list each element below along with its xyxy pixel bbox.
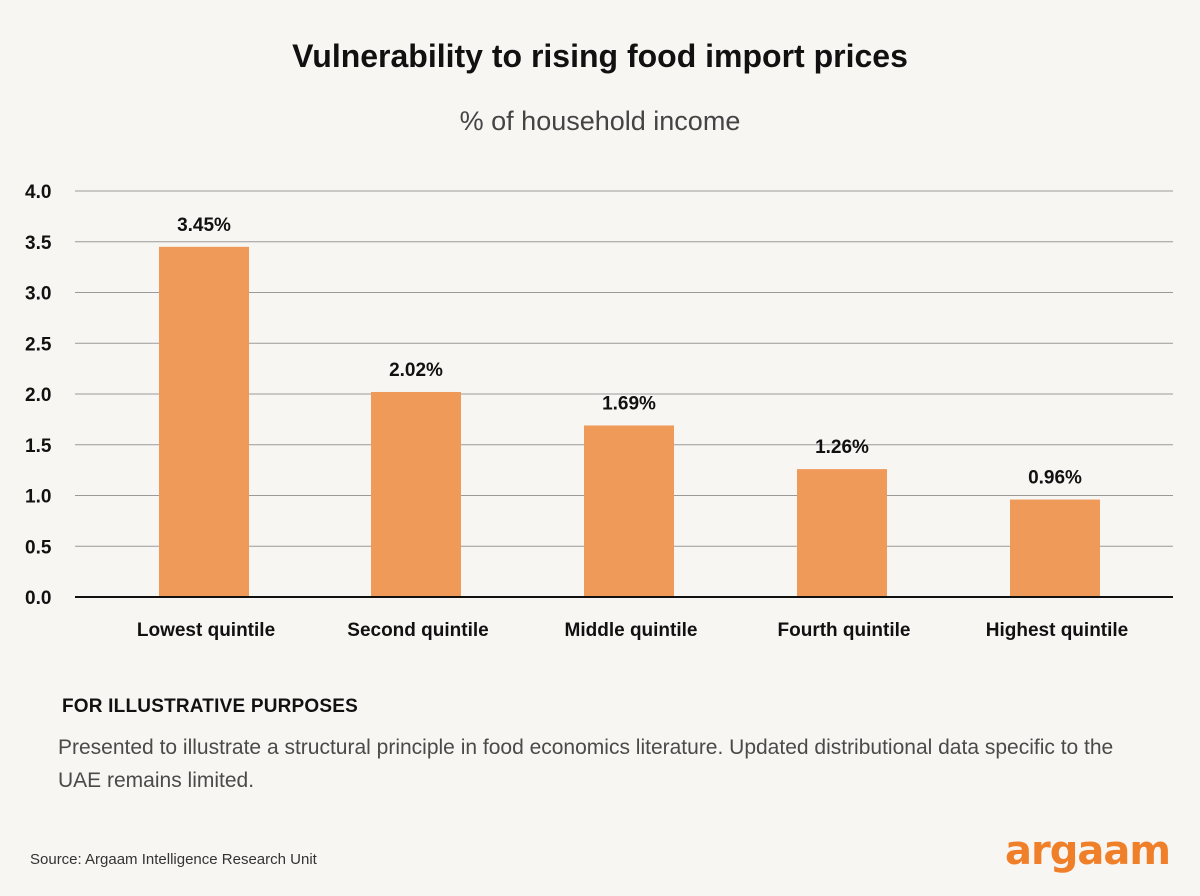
source-text: Source: Argaam Intelligence Research Uni… — [30, 851, 317, 868]
x-tick-label: Middle quintile — [565, 620, 698, 641]
x-tick-label: Highest quintile — [986, 620, 1129, 641]
y-tick-label: 2.5 — [25, 334, 52, 355]
y-tick-label: 2.0 — [25, 385, 51, 406]
bar — [159, 246, 249, 597]
y-tick-label: 0.0 — [25, 588, 51, 609]
data-label: 0.96% — [1028, 468, 1082, 489]
bar — [371, 391, 461, 597]
y-tick-label: 3.0 — [25, 284, 51, 305]
bar — [797, 469, 887, 597]
x-tick-label: Fourth quintile — [778, 620, 911, 641]
y-tick-label: 0.5 — [25, 537, 52, 558]
data-label: 2.02% — [389, 360, 443, 381]
data-label: 3.45% — [177, 215, 231, 236]
data-label: 1.69% — [602, 393, 656, 414]
x-tick-label: Lowest quintile — [137, 620, 275, 641]
chart-subtitle: % of household income — [459, 106, 741, 136]
chart-title: Vulnerability to rising food import pric… — [292, 38, 908, 74]
data-label: 1.26% — [815, 437, 869, 458]
note-heading: FOR ILLUSTRATIVE PURPOSES — [62, 696, 359, 717]
note-body: Presented to illustrate a structural pri… — [58, 736, 1114, 792]
y-tick-label: 1.0 — [25, 487, 51, 508]
x-tick-label: Second quintile — [347, 620, 488, 641]
bar — [584, 425, 674, 597]
bar — [1010, 499, 1100, 597]
y-tick-label: 1.5 — [25, 436, 52, 457]
y-tick-label: 4.0 — [25, 182, 51, 203]
y-tick-label: 3.5 — [25, 233, 52, 254]
argaam-logo: argaam — [1004, 828, 1171, 874]
